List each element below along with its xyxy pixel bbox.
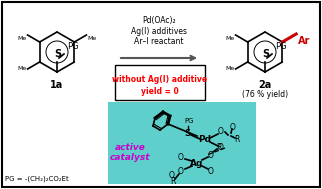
- Text: Me: Me: [17, 66, 26, 70]
- Text: O: O: [218, 128, 224, 136]
- FancyBboxPatch shape: [2, 2, 320, 187]
- Text: O: O: [218, 143, 224, 153]
- Text: O: O: [169, 170, 175, 180]
- Text: Me: Me: [88, 36, 97, 41]
- Text: Me: Me: [225, 36, 234, 41]
- Text: Ar: Ar: [298, 36, 310, 46]
- FancyBboxPatch shape: [108, 102, 256, 184]
- Text: (76 % yield): (76 % yield): [242, 90, 288, 99]
- Text: active: active: [115, 143, 146, 152]
- Text: O: O: [178, 167, 184, 176]
- Text: O: O: [178, 153, 184, 163]
- Text: S: S: [54, 49, 62, 59]
- Text: O: O: [208, 167, 214, 176]
- Text: Pd(OAc)₂: Pd(OAc)₂: [142, 15, 176, 25]
- Text: PG = -(CH₂)₂CO₂Et: PG = -(CH₂)₂CO₂Et: [5, 175, 69, 181]
- Text: R: R: [170, 177, 176, 185]
- Text: Me: Me: [17, 36, 26, 41]
- Text: Pd: Pd: [198, 136, 212, 145]
- Text: S: S: [184, 129, 190, 139]
- Text: R: R: [216, 143, 222, 152]
- Text: Ag(I) additives: Ag(I) additives: [131, 26, 187, 36]
- Text: O: O: [208, 150, 214, 160]
- Text: without Ag(I) additive: without Ag(I) additive: [112, 74, 208, 84]
- Text: PG: PG: [275, 42, 287, 51]
- Text: 1a: 1a: [50, 80, 64, 90]
- Text: 2a: 2a: [258, 80, 272, 90]
- Text: R: R: [234, 135, 240, 143]
- FancyBboxPatch shape: [115, 65, 205, 100]
- Text: catalyst: catalyst: [110, 153, 150, 163]
- Text: PG: PG: [67, 42, 79, 51]
- Text: O: O: [230, 122, 236, 132]
- Text: yield = 0: yield = 0: [141, 88, 179, 97]
- Text: Ag: Ag: [190, 159, 204, 167]
- Text: Me: Me: [225, 66, 234, 70]
- Text: S: S: [262, 49, 270, 59]
- Text: PG: PG: [184, 118, 194, 124]
- Text: Ar–I reactant: Ar–I reactant: [134, 37, 184, 46]
